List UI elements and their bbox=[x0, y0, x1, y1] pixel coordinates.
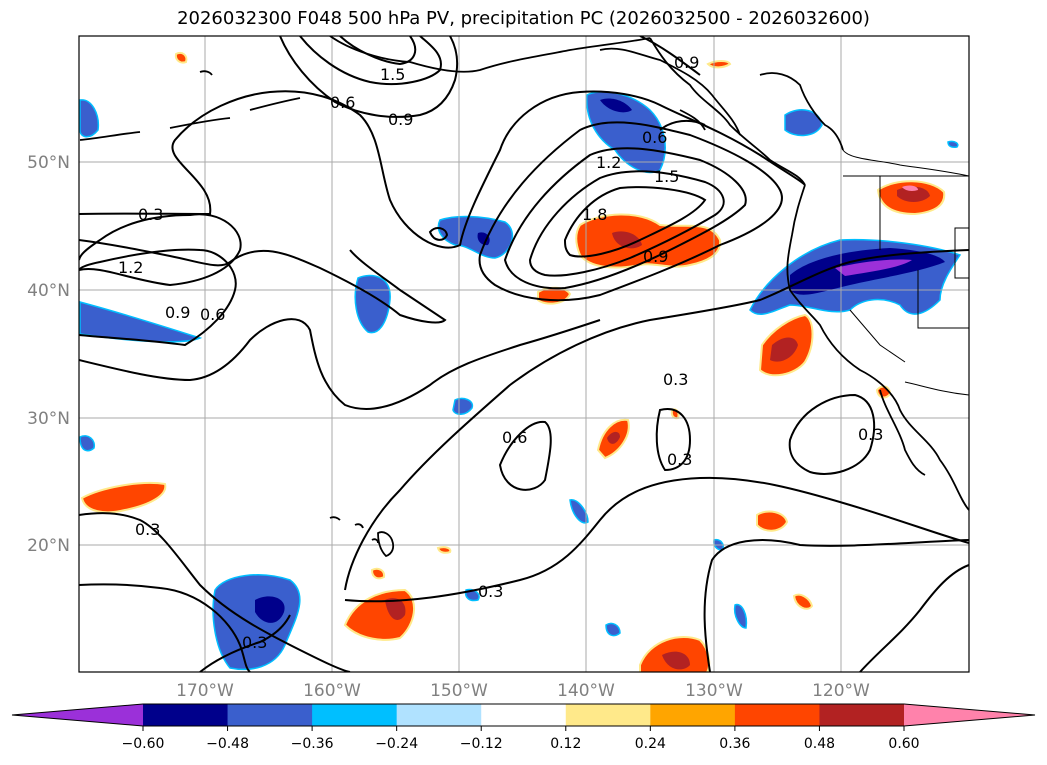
colorbar-segment bbox=[396, 704, 482, 726]
colorbar-tick-label: 0.12 bbox=[550, 736, 581, 752]
precip-negative-area bbox=[255, 596, 285, 623]
colorbar-tick-label: 0.24 bbox=[635, 736, 666, 752]
precip-positive-area bbox=[612, 231, 642, 249]
precip-positive-area bbox=[174, 52, 188, 64]
colorbar-tick-label: 0.48 bbox=[804, 736, 835, 752]
colorbar-tick-label: 0.60 bbox=[888, 736, 919, 752]
contour-label: 1.2 bbox=[118, 258, 143, 277]
contour-label: 0.3 bbox=[478, 582, 503, 601]
contour-label: 0.3 bbox=[667, 450, 692, 469]
precip-negative-area bbox=[733, 603, 748, 629]
map-title: 2026032300 F048 500 hPa PV, precipitatio… bbox=[177, 8, 870, 29]
latitude-labels: 50°N 40°N 30°N 20°N bbox=[27, 153, 70, 556]
precip-positive-area bbox=[370, 567, 386, 580]
colorbar-segment bbox=[565, 704, 651, 726]
colorbar-tick-label: 0.36 bbox=[719, 736, 750, 752]
contour-label: 1.5 bbox=[380, 65, 405, 84]
precip-positive-area bbox=[875, 385, 892, 399]
precip-positive-area bbox=[607, 431, 620, 444]
contour-label: 1.2 bbox=[596, 153, 621, 172]
precip-negative-area bbox=[586, 91, 666, 174]
lat-label: 20°N bbox=[27, 536, 70, 556]
contour-label: 0.9 bbox=[674, 53, 699, 72]
contour-label: 0.6 bbox=[200, 305, 225, 324]
contour-label: 0.6 bbox=[330, 93, 355, 112]
precip-positive-area bbox=[706, 60, 732, 69]
contour-label: 0.9 bbox=[165, 303, 190, 322]
colorbar-tick-label: −0.48 bbox=[206, 736, 249, 752]
contour-label: 0.6 bbox=[502, 428, 527, 447]
lon-label: 150°W bbox=[430, 681, 488, 701]
pv-contours bbox=[79, 36, 969, 672]
lon-label: 140°W bbox=[557, 681, 615, 701]
colorbar-tick-label: −0.12 bbox=[460, 736, 503, 752]
precip-negative-area bbox=[477, 232, 490, 246]
contour-label: 0.3 bbox=[138, 205, 163, 224]
contour-label: 1.5 bbox=[654, 167, 679, 186]
precip-positive-area bbox=[385, 598, 406, 620]
precip-negative-area bbox=[569, 499, 589, 524]
colorbar-segment bbox=[227, 704, 313, 726]
colorbar-tick-label: −0.24 bbox=[375, 736, 418, 752]
precip-negative-area bbox=[79, 435, 96, 452]
map-plot-area: 1.5 0.9 0.6 0.9 0.6 0.3 1.2 0.9 0.6 1.2 … bbox=[79, 36, 969, 672]
plot-frame bbox=[78, 35, 970, 673]
colorbar-segment bbox=[650, 704, 736, 726]
colorbar-tick-label: −0.36 bbox=[291, 736, 334, 752]
colorbar-segment bbox=[143, 704, 229, 726]
contour-label: 0.3 bbox=[135, 520, 160, 539]
lon-label: 120°W bbox=[812, 681, 870, 701]
contour-label: 0.3 bbox=[242, 633, 267, 652]
precip-fills bbox=[79, 52, 962, 672]
colorbar-segment bbox=[734, 704, 820, 726]
precip-positive-area bbox=[902, 185, 918, 191]
coastlines bbox=[79, 36, 969, 558]
precip-positive-area bbox=[662, 651, 690, 670]
precip-positive-area bbox=[792, 593, 814, 610]
lat-label: 30°N bbox=[27, 409, 70, 429]
contour-label: 0.6 bbox=[642, 128, 667, 147]
precip-negative-area bbox=[947, 140, 959, 148]
longitude-labels: 170°W 160°W 150°W 140°W 130°W 120°W bbox=[176, 681, 870, 701]
precip-negative-area bbox=[784, 109, 823, 137]
colorbar-segment bbox=[481, 704, 567, 726]
colorbar-segment bbox=[819, 704, 905, 726]
contour-label: 0.3 bbox=[858, 425, 883, 444]
precip-positive-area bbox=[897, 186, 930, 202]
precip-positive-area bbox=[436, 546, 452, 554]
precip-positive-area bbox=[575, 213, 722, 269]
contour-label: 0.9 bbox=[643, 247, 668, 266]
precip-positive-area bbox=[80, 481, 167, 514]
colorbar-extend-max bbox=[904, 704, 1035, 726]
lat-label: 50°N bbox=[27, 153, 70, 173]
colorbar-segment bbox=[312, 704, 398, 726]
precip-negative-area bbox=[437, 215, 514, 259]
colorbar-extend-min bbox=[12, 704, 143, 726]
contour-label: 0.9 bbox=[388, 110, 413, 129]
precip-negative-area bbox=[600, 98, 632, 113]
colorbar-tick-label: −0.60 bbox=[122, 736, 165, 752]
precip-negative-area bbox=[452, 397, 474, 415]
lon-label: 130°W bbox=[685, 681, 743, 701]
lat-label: 40°N bbox=[27, 281, 70, 301]
lon-label: 160°W bbox=[303, 681, 361, 701]
precip-negative-area bbox=[79, 99, 100, 138]
precip-positive-area bbox=[770, 337, 798, 362]
contour-label: 1.8 bbox=[582, 205, 607, 224]
contour-labels: 1.5 0.9 0.6 0.9 0.6 0.3 1.2 0.9 0.6 1.2 … bbox=[118, 53, 883, 652]
precip-negative-area bbox=[605, 622, 621, 637]
contour-label: 0.3 bbox=[663, 370, 688, 389]
precip-positive-area bbox=[756, 510, 789, 532]
precip-negative-area bbox=[835, 259, 912, 276]
colorbar: −0.60 −0.48 −0.36 −0.24 −0.12 0.12 0.24 0.36 0.4… bbox=[11, 703, 1036, 752]
lon-label: 170°W bbox=[176, 681, 234, 701]
